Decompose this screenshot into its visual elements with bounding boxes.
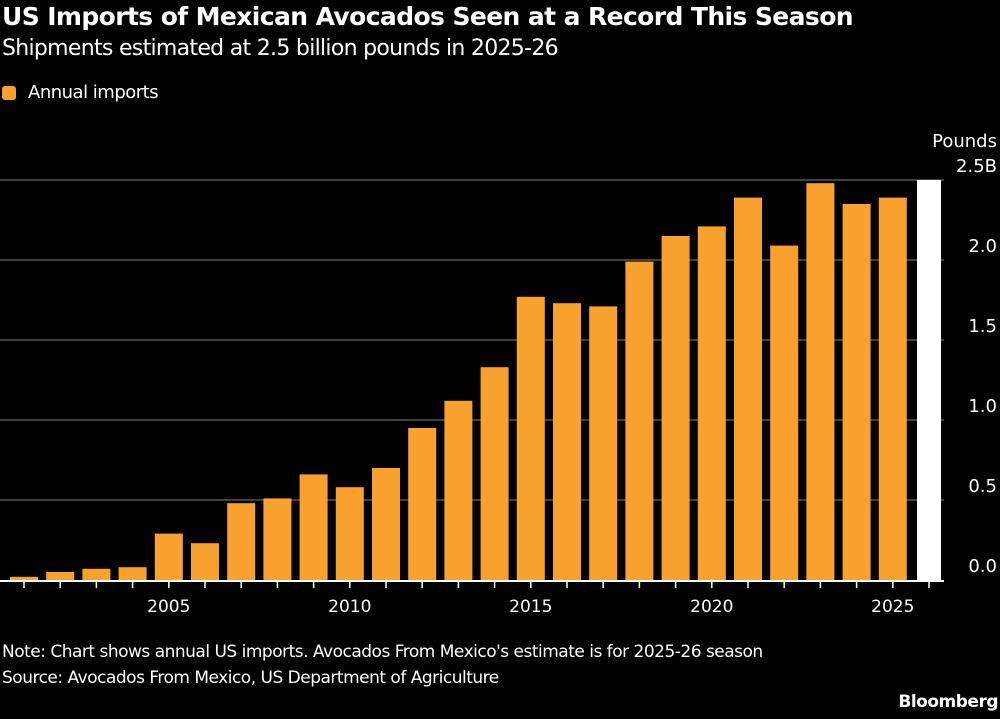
bar-2012 (408, 428, 437, 580)
bar-2017 (589, 306, 618, 580)
bar-2013 (444, 400, 473, 580)
bar-2021 (734, 197, 762, 580)
bar-2023 (806, 183, 835, 580)
legend-swatch-annual-imports (2, 85, 16, 100)
y-tick-label: 0.0 (968, 556, 997, 577)
legend: Annual imports (2, 82, 159, 103)
y-tick-label: 1.5 (968, 316, 997, 337)
x-tick-label: 2015 (509, 597, 552, 617)
bar-2009 (299, 474, 328, 580)
bar-2011 (372, 468, 400, 580)
x-tick-label: 2025 (871, 597, 914, 617)
legend-label-annual-imports: Annual imports (28, 82, 159, 103)
y-tick-label: 0.5 (968, 476, 997, 497)
bar-2024 (842, 204, 871, 580)
chart-subtitle: Shipments estimated at 2.5 billion pound… (2, 36, 559, 61)
chart-title: US Imports of Mexican Avocados Seen at a… (2, 2, 854, 31)
estimate-bar (917, 180, 941, 580)
chart-note: Note: Chart shows annual US imports. Avo… (2, 642, 763, 662)
y-tick-label: 1.0 (968, 396, 997, 417)
bar-2015 (516, 296, 545, 580)
bloomberg-logo: Bloomberg (898, 692, 998, 712)
bar-2005 (154, 533, 183, 580)
bar-2018 (625, 261, 654, 580)
bar-2002 (46, 572, 75, 580)
x-tick-label: 2010 (328, 597, 371, 617)
bar-2008 (263, 498, 292, 580)
y-tick-label: 2.0 (968, 236, 997, 257)
bar-2025 (878, 197, 907, 580)
bar-2010 (335, 487, 364, 580)
bar-2006 (191, 543, 219, 580)
chart-source: Source: Avocados From Mexico, US Departm… (2, 668, 499, 688)
x-tick-label: 2020 (690, 597, 733, 617)
bar-2001 (10, 576, 38, 580)
bar-2016 (553, 303, 581, 580)
bar-2007 (227, 503, 256, 580)
y-tick-label: 2.5B (956, 156, 997, 177)
bar-2019 (661, 236, 690, 580)
bar-2004 (118, 567, 147, 580)
x-tick-label: 2005 (147, 597, 190, 617)
bar-2014 (480, 367, 509, 580)
bar-2003 (82, 568, 111, 580)
bar-2022 (770, 245, 799, 580)
y-axis-unit-label: Pounds (932, 131, 997, 152)
bar-2020 (697, 226, 726, 580)
